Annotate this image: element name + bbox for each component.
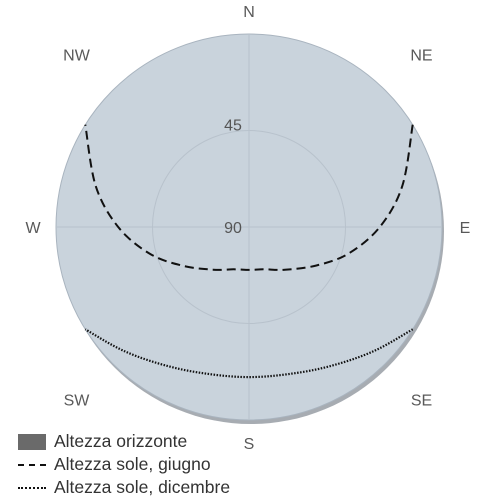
direction-label-e: E <box>460 220 471 237</box>
direction-label-w: W <box>25 220 41 237</box>
direction-labels: N NE E SE S SW W NW <box>25 4 470 453</box>
direction-label-nw: NW <box>63 48 91 65</box>
horizon-area-swatch <box>18 433 46 450</box>
radial-tick-label-90: 90 <box>224 220 242 237</box>
legend-item-december: Altezza sole, dicembre <box>18 476 230 499</box>
legend-item-horizon: Altezza orizzonte <box>18 430 230 453</box>
dotted-line-swatch <box>18 486 46 489</box>
series-layer <box>84 124 414 379</box>
direction-label-s: S <box>244 436 255 453</box>
legend-label-horizon: Altezza orizzonte <box>54 431 188 451</box>
direction-label-se: SE <box>411 393 432 410</box>
legend-item-june: Altezza sole, giugno <box>18 453 230 476</box>
dashed-line-swatch <box>18 463 46 466</box>
plot-area <box>55 33 444 424</box>
legend-label-december: Altezza sole, dicembre <box>54 477 231 497</box>
direction-label-n: N <box>243 4 255 21</box>
legend-label-june: Altezza sole, giugno <box>54 454 211 474</box>
direction-label-sw: SW <box>64 393 91 410</box>
series-june-sun-path <box>84 124 414 271</box>
legend: Altezza orizzonte Altezza sole, giugno A… <box>18 430 230 499</box>
direction-label-ne: NE <box>410 48 432 65</box>
radial-tick-labels: 45 90 <box>224 118 242 238</box>
radial-tick-label-45: 45 <box>224 118 242 135</box>
